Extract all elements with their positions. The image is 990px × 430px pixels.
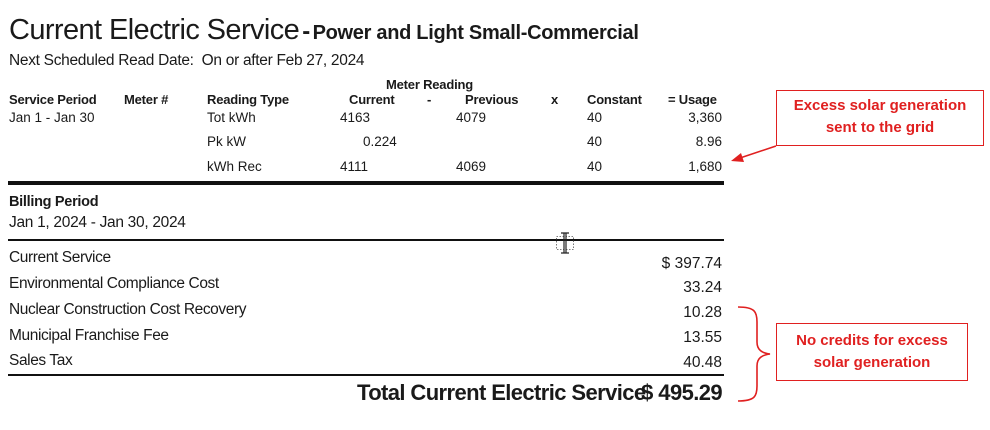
charge-line-amount: 13.55: [683, 329, 722, 346]
title-separator: -: [302, 18, 310, 45]
reading-type-cell: kWh Rec: [207, 159, 262, 174]
reading-type-cell: Pk kW: [207, 134, 246, 149]
current-cell: 4163: [340, 110, 371, 125]
charge-line-amount: $ 397.74: [661, 255, 722, 272]
service-period-value: Jan 1 - Jan 30: [9, 110, 95, 125]
col-previous: Previous: [465, 92, 519, 107]
section-divider-thin: [8, 239, 724, 241]
col-current: Current: [349, 92, 395, 107]
usage-cell: 3,360: [688, 110, 722, 125]
title-subtitle: Power and Light Small-Commercial: [312, 22, 639, 44]
current-cell: 0.224: [363, 134, 397, 149]
callout-line: No credits for excess: [796, 332, 948, 349]
callout-solar-sent: Excess solar generation sent to the grid: [776, 90, 984, 146]
callout-line: solar generation: [813, 354, 931, 371]
charge-line-amount: 10.28: [683, 304, 722, 321]
callout-brace: [737, 306, 771, 402]
charge-line-label: Current Service: [9, 249, 111, 266]
total-amount: $ 495.29: [641, 380, 722, 405]
col-service-period: Service Period: [9, 92, 97, 107]
col-times: x: [551, 92, 559, 107]
current-cell: 4111: [340, 159, 369, 174]
callout-line: sent to the grid: [825, 119, 935, 136]
title-main: Current Electric Service: [9, 14, 300, 46]
meter-reading-group-label: Meter Reading: [386, 77, 473, 92]
billing-period-heading: Billing Period: [9, 194, 99, 210]
constant-cell: 40: [587, 159, 603, 174]
charge-line-label: Municipal Franchise Fee: [9, 327, 169, 344]
callout-arrow: [731, 145, 777, 162]
charge-line-amount: 40.48: [683, 354, 722, 371]
charge-line-label: Nuclear Construction Cost Recovery: [9, 301, 247, 318]
total-label: Total Current Electric Service: [357, 380, 646, 405]
read-date-label: Next Scheduled Read Date:: [9, 52, 194, 69]
constant-cell: 40: [587, 110, 603, 125]
col-meter-number: Meter #: [124, 92, 169, 107]
read-date-line: Next Scheduled Read Date: On or after Fe…: [9, 52, 365, 70]
text-cursor-icon: [556, 232, 574, 254]
callout-no-credits: No credits for excess solar generation: [776, 323, 968, 381]
callout-line: Excess solar generation: [793, 97, 967, 114]
charge-line-amount: 33.24: [683, 279, 722, 296]
col-usage: = Usage: [668, 92, 717, 107]
previous-cell: 4069: [456, 159, 487, 174]
charge-line-label: Sales Tax: [9, 352, 73, 369]
usage-cell: 1,680: [688, 159, 722, 174]
billing-period-dates: Jan 1, 2024 - Jan 30, 2024: [9, 214, 186, 231]
read-date-value: On or after Feb 27, 2024: [201, 52, 365, 69]
section-divider-thick: [8, 181, 724, 185]
usage-cell: 8.96: [695, 134, 722, 149]
col-constant: Constant: [587, 92, 642, 107]
col-minus: -: [427, 92, 432, 107]
page-title: Current Electric Service - Power and Light…: [9, 14, 639, 47]
total-divider: [8, 374, 724, 376]
previous-cell: 4079: [456, 110, 487, 125]
col-reading-type: Reading Type: [207, 92, 289, 107]
charge-line-label: Environmental Compliance Cost: [9, 275, 219, 292]
constant-cell: 40: [587, 134, 603, 149]
reading-type-cell: Tot kWh: [207, 110, 256, 125]
